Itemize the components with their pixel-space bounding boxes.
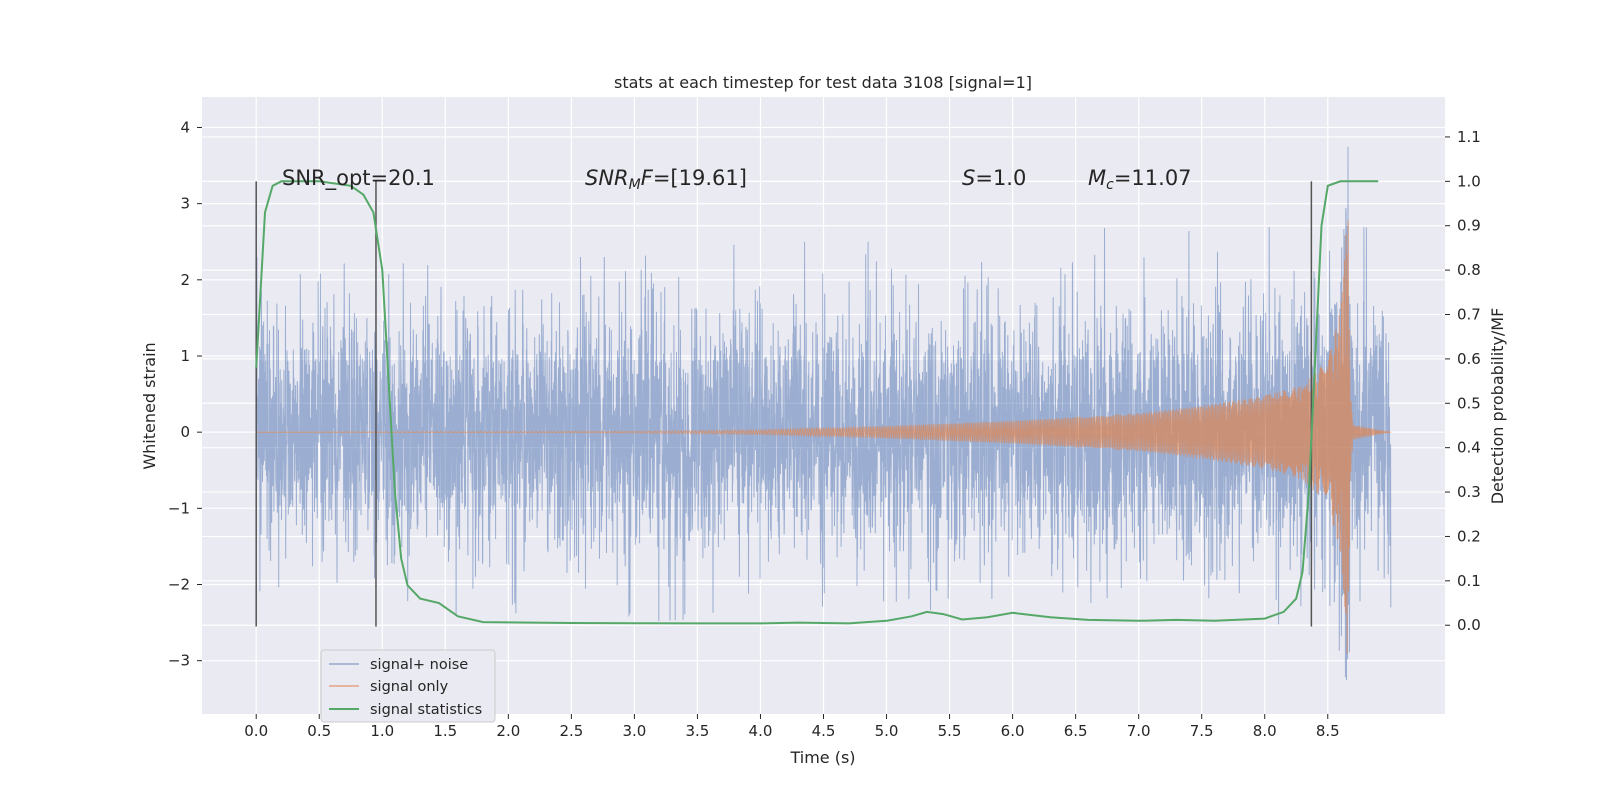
y-tick-label: 2 bbox=[180, 271, 190, 289]
snr-mf-value: =[19.61] bbox=[653, 166, 747, 190]
mc-subscript: c bbox=[1106, 177, 1114, 193]
x-tick-label: 4.5 bbox=[812, 722, 836, 740]
y-right-axis-ticks: 0.0 0.1 0.2 0.3 0.4 0.5 0.6 0.7 0.8 0.9 1.0 1.1 bbox=[1445, 128, 1481, 634]
y-right-tick-label: 0.5 bbox=[1457, 394, 1481, 412]
s-annotation: S=1.0 bbox=[962, 166, 1026, 190]
mc-symbol: M bbox=[1088, 166, 1106, 190]
legend-label-noise: signal+ noise bbox=[370, 657, 468, 673]
x-tick-label: 2.5 bbox=[559, 722, 583, 740]
snr-mf-annotation: SNRMF=[19.61] bbox=[585, 166, 747, 193]
y-right-tick-label: 1.1 bbox=[1457, 128, 1481, 146]
x-tick-label: 1.5 bbox=[433, 722, 457, 740]
y-axis-label: Whitened strain bbox=[140, 342, 159, 469]
y-tick-label: 1 bbox=[180, 347, 190, 365]
y-right-tick-label: 0.7 bbox=[1457, 306, 1481, 324]
y-right-tick-label: 0.9 bbox=[1457, 217, 1481, 235]
x-tick-label: 2.0 bbox=[496, 722, 520, 740]
signal-trace bbox=[256, 220, 1391, 655]
y-right-tick-label: 0.1 bbox=[1457, 572, 1481, 590]
mc-value: =11.07 bbox=[1114, 166, 1192, 190]
y-tick-label: 0 bbox=[180, 423, 190, 441]
y-tick-label: 4 bbox=[180, 118, 190, 136]
signal-series bbox=[256, 220, 1391, 655]
y-right-tick-label: 0.2 bbox=[1457, 527, 1481, 545]
x-tick-label: 6.5 bbox=[1064, 722, 1088, 740]
x-tick-label: 4.0 bbox=[749, 722, 773, 740]
x-tick-label: 3.0 bbox=[622, 722, 646, 740]
legend-label-signal: signal only bbox=[370, 679, 449, 695]
x-tick-label: 0.0 bbox=[244, 722, 268, 740]
x-tick-label: 3.5 bbox=[686, 722, 710, 740]
y-tick-label: −1 bbox=[168, 499, 190, 517]
y-axis-ticks: −3 −2 −1 0 1 2 3 4 bbox=[168, 118, 202, 670]
legend: signal+ noise signal only signal statist… bbox=[320, 649, 496, 723]
y-right-tick-label: 0.4 bbox=[1457, 439, 1481, 457]
y-right-tick-label: 0.6 bbox=[1457, 350, 1481, 368]
mc-annotation: Mc=11.07 bbox=[1088, 166, 1192, 193]
x-tick-label: 6.0 bbox=[1001, 722, 1025, 740]
y-right-axis-label: Detection probability/MF bbox=[1488, 308, 1507, 505]
snr-opt-annotation: SNR_opt=20.1 bbox=[282, 166, 435, 191]
x-tick-label: 7.5 bbox=[1190, 722, 1214, 740]
legend-label-stats: signal statistics bbox=[370, 702, 482, 718]
y-right-tick-label: 0.3 bbox=[1457, 483, 1481, 501]
y-right-tick-label: 1.0 bbox=[1457, 172, 1481, 190]
statistics-series bbox=[255, 180, 1379, 625]
x-tick-label: 7.0 bbox=[1127, 722, 1151, 740]
x-tick-label: 1.0 bbox=[370, 722, 394, 740]
x-tick-label: 5.0 bbox=[875, 722, 899, 740]
y-tick-label: −2 bbox=[168, 576, 190, 594]
snr-mf-subscript: M bbox=[629, 177, 641, 193]
statistics-line bbox=[255, 180, 1379, 625]
legend-box bbox=[320, 649, 496, 723]
x-tick-label: 5.5 bbox=[938, 722, 962, 740]
y-tick-label: −3 bbox=[168, 652, 190, 670]
chart-title: stats at each timestep for test data 310… bbox=[614, 73, 1032, 92]
x-tick-label: 8.5 bbox=[1316, 722, 1340, 740]
s-value: =1.0 bbox=[975, 166, 1026, 190]
x-axis-ticks: 0.0 0.5 1.0 1.5 2.0 2.5 3.0 3.5 4.0 4.5 5.0 5.5 6.0 6… bbox=[244, 714, 1340, 740]
s-symbol: S bbox=[962, 166, 975, 190]
snr-mf-f: F bbox=[641, 166, 654, 190]
snr-mf-prefix: SNR bbox=[585, 166, 629, 190]
marker-lines bbox=[255, 181, 1313, 627]
x-axis-label: Time (s) bbox=[789, 748, 855, 767]
y-tick-label: 3 bbox=[180, 195, 190, 213]
x-tick-label: 8.0 bbox=[1253, 722, 1277, 740]
x-tick-label: 0.5 bbox=[307, 722, 331, 740]
y-right-tick-label: 0.8 bbox=[1457, 261, 1481, 279]
y-right-tick-label: 0.0 bbox=[1457, 616, 1481, 634]
